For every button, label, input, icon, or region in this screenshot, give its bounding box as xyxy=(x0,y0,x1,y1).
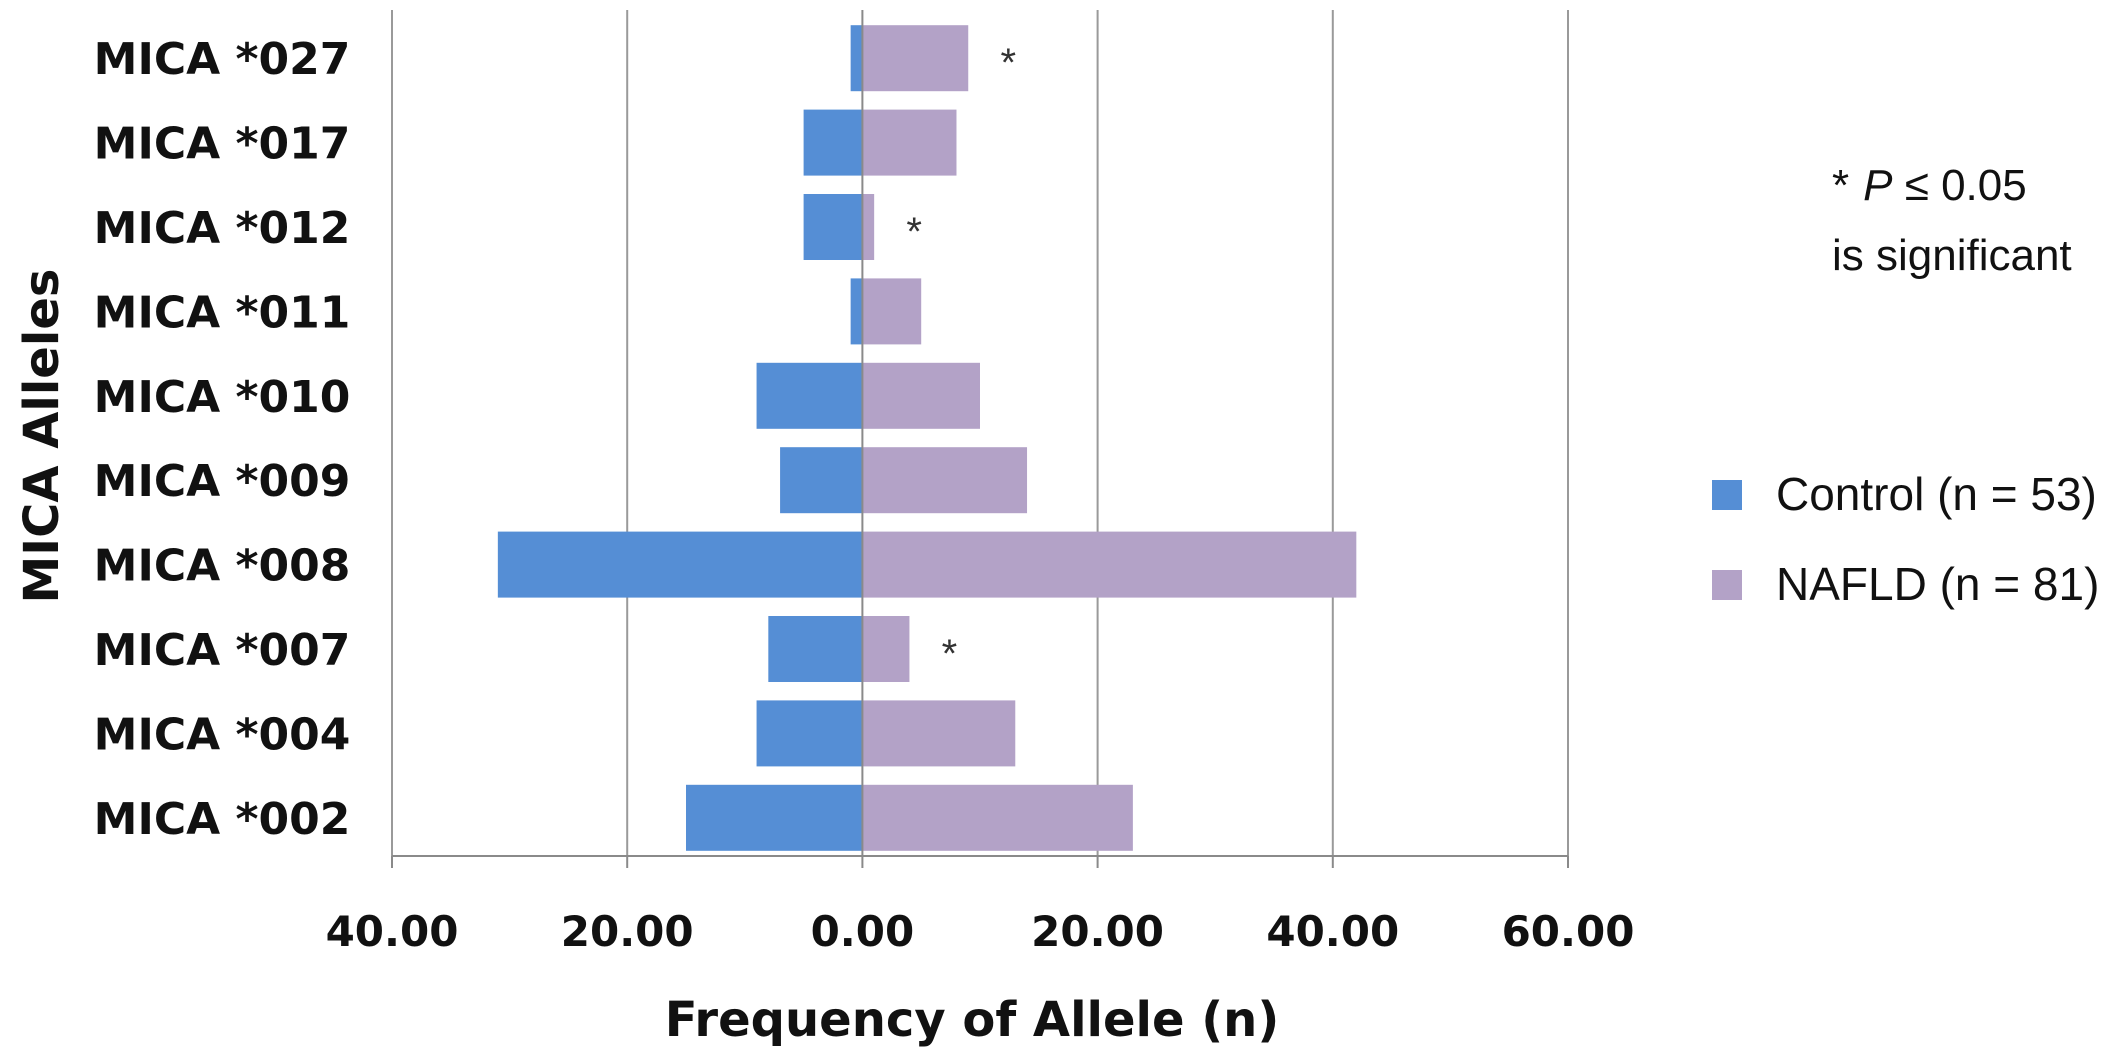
x-tick-label: 40.00 xyxy=(326,907,459,956)
svg-text:*P ≤ 0.05: * P ≤ 0.05 xyxy=(1832,161,2027,210)
bar-control xyxy=(768,616,863,682)
gridlines xyxy=(391,10,1569,856)
bar-nafld xyxy=(862,531,1357,598)
legend-label: NAFLD (n = 81) xyxy=(1776,558,2099,610)
significance-markers: * * * xyxy=(906,41,1016,676)
x-axis-title: Frequency of Allele (n) xyxy=(665,992,1280,1048)
bar-control xyxy=(803,109,863,176)
bar-control xyxy=(686,784,863,851)
x-axis: 40.00 20.00 0.00 20.00 40.00 60.00 xyxy=(326,10,1635,956)
bar-control xyxy=(497,531,863,598)
bar-nafld xyxy=(862,784,1133,851)
category-label: MICA *017 xyxy=(94,119,351,170)
bar-nafld xyxy=(862,616,910,682)
category-label: MICA *008 xyxy=(94,541,351,592)
note-p: P xyxy=(1863,161,1893,210)
x-tick-label: 0.00 xyxy=(811,907,915,956)
bar-control xyxy=(780,447,863,514)
category-label: MICA *002 xyxy=(94,794,351,845)
significance-star: * xyxy=(906,210,922,254)
bar-nafld xyxy=(862,194,875,260)
bar-nafld xyxy=(862,700,1016,767)
x-tick-label: 20.00 xyxy=(561,907,694,956)
bar-nafld xyxy=(862,25,969,92)
bar-control xyxy=(756,700,863,767)
bar-nafld xyxy=(862,362,980,429)
category-label: MICA *009 xyxy=(94,456,351,507)
significance-star: * xyxy=(942,632,958,676)
note-line2: is significant xyxy=(1832,231,2072,280)
legend: Control (n = 53) NAFLD (n = 81) xyxy=(1712,468,2099,610)
bar-nafld xyxy=(862,447,1028,514)
bars xyxy=(497,25,1357,851)
x-tick-label: 60.00 xyxy=(1502,907,1635,956)
legend-swatch xyxy=(1712,570,1742,600)
category-label: MICA *027 xyxy=(94,34,351,85)
category-label: MICA *011 xyxy=(94,287,351,338)
significance-note: * P ≤ 0.05 is significant xyxy=(1832,161,2072,280)
bar-nafld xyxy=(862,278,922,345)
bar-control xyxy=(850,25,863,92)
x-tick-label: 40.00 xyxy=(1266,907,1399,956)
legend-swatch xyxy=(1712,480,1742,510)
bar-control xyxy=(756,362,863,429)
category-label: MICA *010 xyxy=(94,372,351,423)
x-tick-label: 20.00 xyxy=(1031,907,1164,956)
bar-control xyxy=(850,278,863,345)
y-axis-title: MICA Alleles xyxy=(14,269,70,604)
significance-star: * xyxy=(1000,41,1016,85)
note-threshold: ≤ 0.05 xyxy=(1892,161,2026,210)
legend-label: Control (n = 53) xyxy=(1776,468,2097,520)
note-star: * xyxy=(1832,161,1849,210)
category-label: MICA *007 xyxy=(94,625,351,676)
category-label: MICA *004 xyxy=(94,709,351,760)
bar-control xyxy=(803,194,863,260)
category-label: MICA *012 xyxy=(94,203,351,254)
bar-nafld xyxy=(862,109,957,176)
category-labels: MICA *027 MICA *017 MICA *012 MICA *011 MICA… xyxy=(94,34,351,845)
